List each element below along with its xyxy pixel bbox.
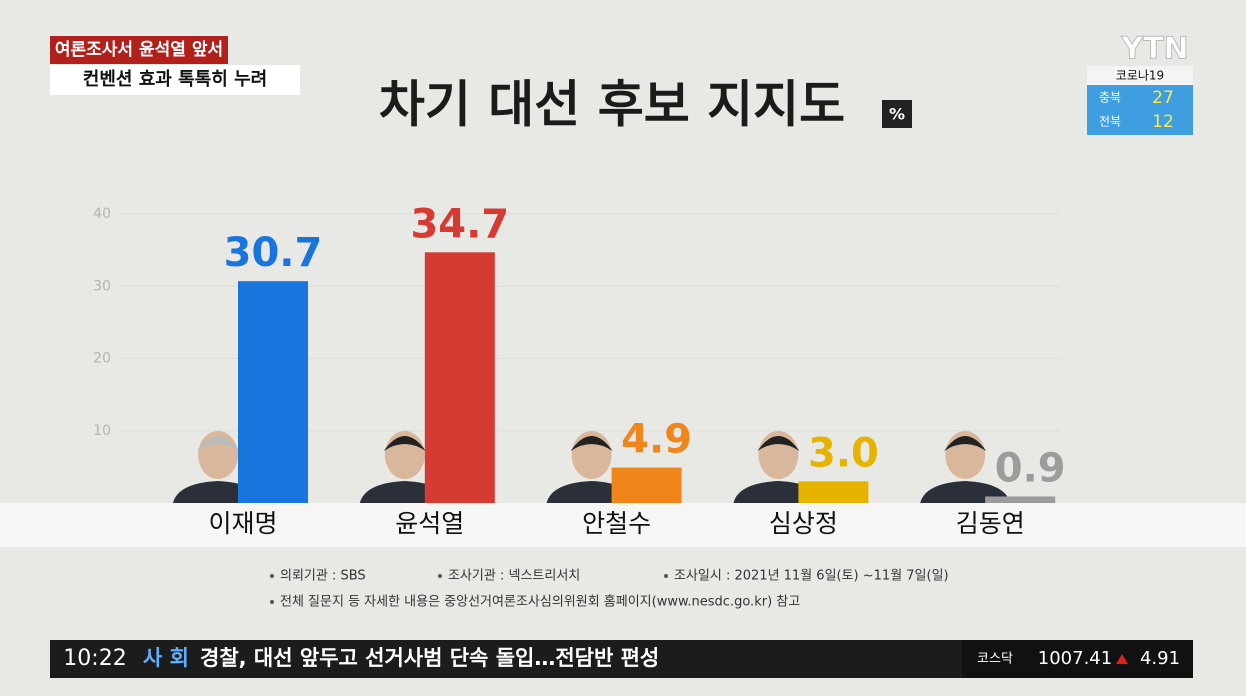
ticker-section: 사 회 <box>143 646 189 670</box>
portrait-hair <box>944 436 987 451</box>
bar <box>611 467 682 503</box>
x-tick-label: 심상정 <box>769 509 838 538</box>
y-tick-label: 30 <box>93 278 111 294</box>
bar <box>985 496 1056 503</box>
ticker-time: 10:22 <box>63 646 126 671</box>
covid-count: 27 <box>1152 88 1174 108</box>
note-bullet <box>438 574 442 578</box>
value-label: 34.7 <box>410 201 509 247</box>
x-tick-label: 안철수 <box>582 509 651 538</box>
tag: 여론조사서 윤석열 앞서 <box>55 40 223 60</box>
note-bullet <box>270 574 274 578</box>
tag-bg <box>50 36 228 64</box>
unit-badge <box>882 100 912 128</box>
index-bg <box>962 640 1193 678</box>
portrait-hair <box>197 436 239 451</box>
x-tick-label: 윤석열 <box>395 509 464 538</box>
covid-title-bg <box>1087 66 1193 85</box>
portrait-hair <box>570 436 613 451</box>
y-tick-label: 10 <box>93 423 111 439</box>
portrait-hair <box>383 436 426 451</box>
notes: 의뢰기관 : SBS 조사기관 : 넥스트리서치 조사일시 : 2021년 11월 … <box>270 569 949 610</box>
ticker-headline: 경찰, 대선 앞두고 선거사범 단속 돌입…전담반 편성 <box>200 646 659 670</box>
note: 조사일시 : 2021년 11월 6일(토) ~11월 7일(일) <box>674 569 949 584</box>
covid-region: 충북 <box>1099 91 1121 105</box>
bar <box>238 281 308 503</box>
covid-title: 코로나19 <box>1116 69 1164 83</box>
index-value: 1007.41 <box>1038 648 1112 669</box>
subtag-bg <box>50 65 300 95</box>
value-label: 4.9 <box>621 417 692 463</box>
subtag: 컨벤션 효과 톡톡히 누려 <box>83 69 267 90</box>
note: 조사기관 : 넥스트리서치 <box>448 569 580 584</box>
note-bullet <box>270 600 274 604</box>
covid-region: 전북 <box>1099 115 1121 129</box>
x-tick-label: 이재명 <box>208 509 277 538</box>
y-tick-label: 20 <box>93 351 111 367</box>
value-label: 0.9 <box>995 445 1066 491</box>
note: 전체 질문지 등 자세한 내용은 중앙선거여론조사심의위원회 홈페이지(www.… <box>280 595 800 610</box>
y-tick-label: 40 <box>93 206 111 222</box>
covid-count: 12 <box>1152 112 1174 132</box>
index-name: 코스닥 <box>977 652 1013 667</box>
index-up-arrow <box>1116 654 1128 664</box>
unit: % <box>889 105 905 124</box>
x-tick-label: 김동연 <box>956 509 1025 538</box>
bar <box>424 252 495 503</box>
note: 의뢰기관 : SBS <box>280 569 366 584</box>
logo: YTN <box>1120 32 1188 67</box>
label-band <box>0 503 1246 547</box>
note-bullet <box>664 574 668 578</box>
value-label: 30.7 <box>224 230 323 276</box>
value-label: 3.0 <box>808 430 879 476</box>
index-change: 4.91 <box>1140 648 1180 669</box>
covid-box <box>1087 85 1193 135</box>
plot: 10 20 30 40 30.7 이재명 34.7 윤석열 4.9 안철수 3.0 심상정 0.9 김동연 <box>93 201 1065 538</box>
bar <box>798 481 869 503</box>
chart-title: 차기 대선 후보 지지도 <box>379 76 845 134</box>
portrait-hair <box>757 436 800 451</box>
